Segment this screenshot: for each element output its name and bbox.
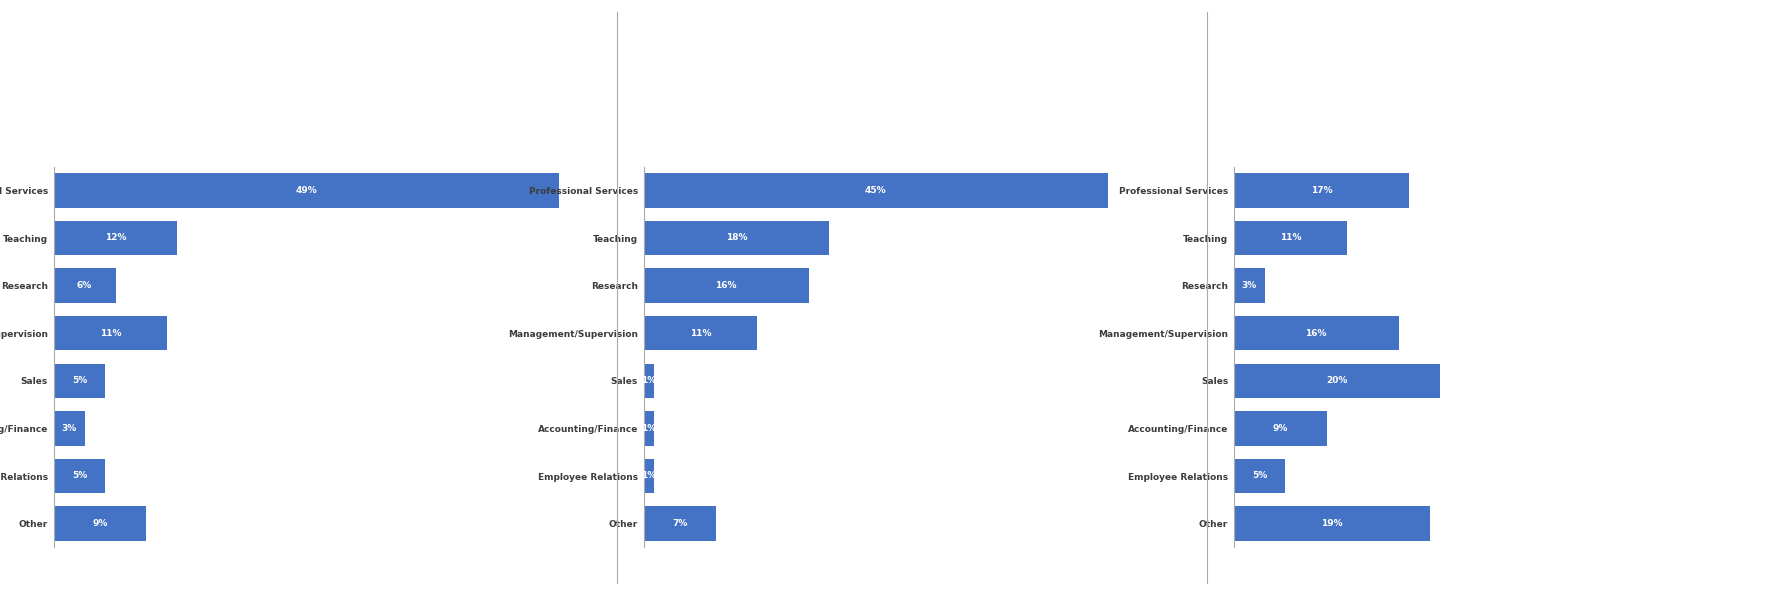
Bar	[644, 506, 715, 541]
Bar	[1234, 459, 1286, 493]
Bar	[1234, 221, 1346, 255]
Text: 16%: 16%	[715, 281, 737, 290]
Text: 5%: 5%	[72, 471, 88, 481]
Text: 11%: 11%	[100, 328, 122, 338]
Text: 1%: 1%	[642, 376, 656, 386]
Bar	[54, 411, 84, 446]
Bar	[1234, 316, 1398, 350]
Bar	[1234, 411, 1327, 446]
Text: 45%: 45%	[865, 186, 887, 195]
Bar	[644, 459, 654, 493]
Bar	[54, 459, 105, 493]
Bar	[54, 364, 105, 398]
Text: 20%: 20%	[1327, 376, 1348, 386]
Bar	[644, 221, 830, 255]
Text: 11%: 11%	[1280, 233, 1302, 243]
Bar	[644, 411, 654, 446]
Bar	[644, 316, 756, 350]
Bar	[1234, 364, 1439, 398]
Bar	[1234, 268, 1264, 303]
Text: 19%: 19%	[1321, 519, 1343, 528]
Text: 6%: 6%	[77, 281, 93, 290]
Text: 18%: 18%	[726, 233, 747, 243]
Bar	[54, 506, 147, 541]
Text: 9%: 9%	[1273, 424, 1287, 433]
Text: 5%: 5%	[1252, 471, 1268, 481]
Text: 3%: 3%	[61, 424, 77, 433]
Text: 1%: 1%	[642, 471, 656, 481]
Text: 17%: 17%	[1311, 186, 1332, 195]
Bar	[54, 316, 166, 350]
Text: 49%: 49%	[295, 186, 316, 195]
Text: 1%: 1%	[642, 424, 656, 433]
Bar	[1234, 506, 1430, 541]
Bar	[644, 268, 808, 303]
Text: 9%: 9%	[93, 519, 107, 528]
Bar	[54, 268, 116, 303]
Bar	[1234, 173, 1409, 208]
Bar	[54, 173, 560, 208]
Text: 12%: 12%	[105, 233, 127, 243]
Text: 16%: 16%	[1305, 328, 1327, 338]
Bar	[644, 364, 654, 398]
Bar	[644, 173, 1109, 208]
Bar	[54, 221, 177, 255]
Text: 11%: 11%	[690, 328, 712, 338]
Text: 5%: 5%	[72, 376, 88, 386]
Text: 7%: 7%	[672, 519, 687, 528]
Text: 3%: 3%	[1241, 281, 1257, 290]
